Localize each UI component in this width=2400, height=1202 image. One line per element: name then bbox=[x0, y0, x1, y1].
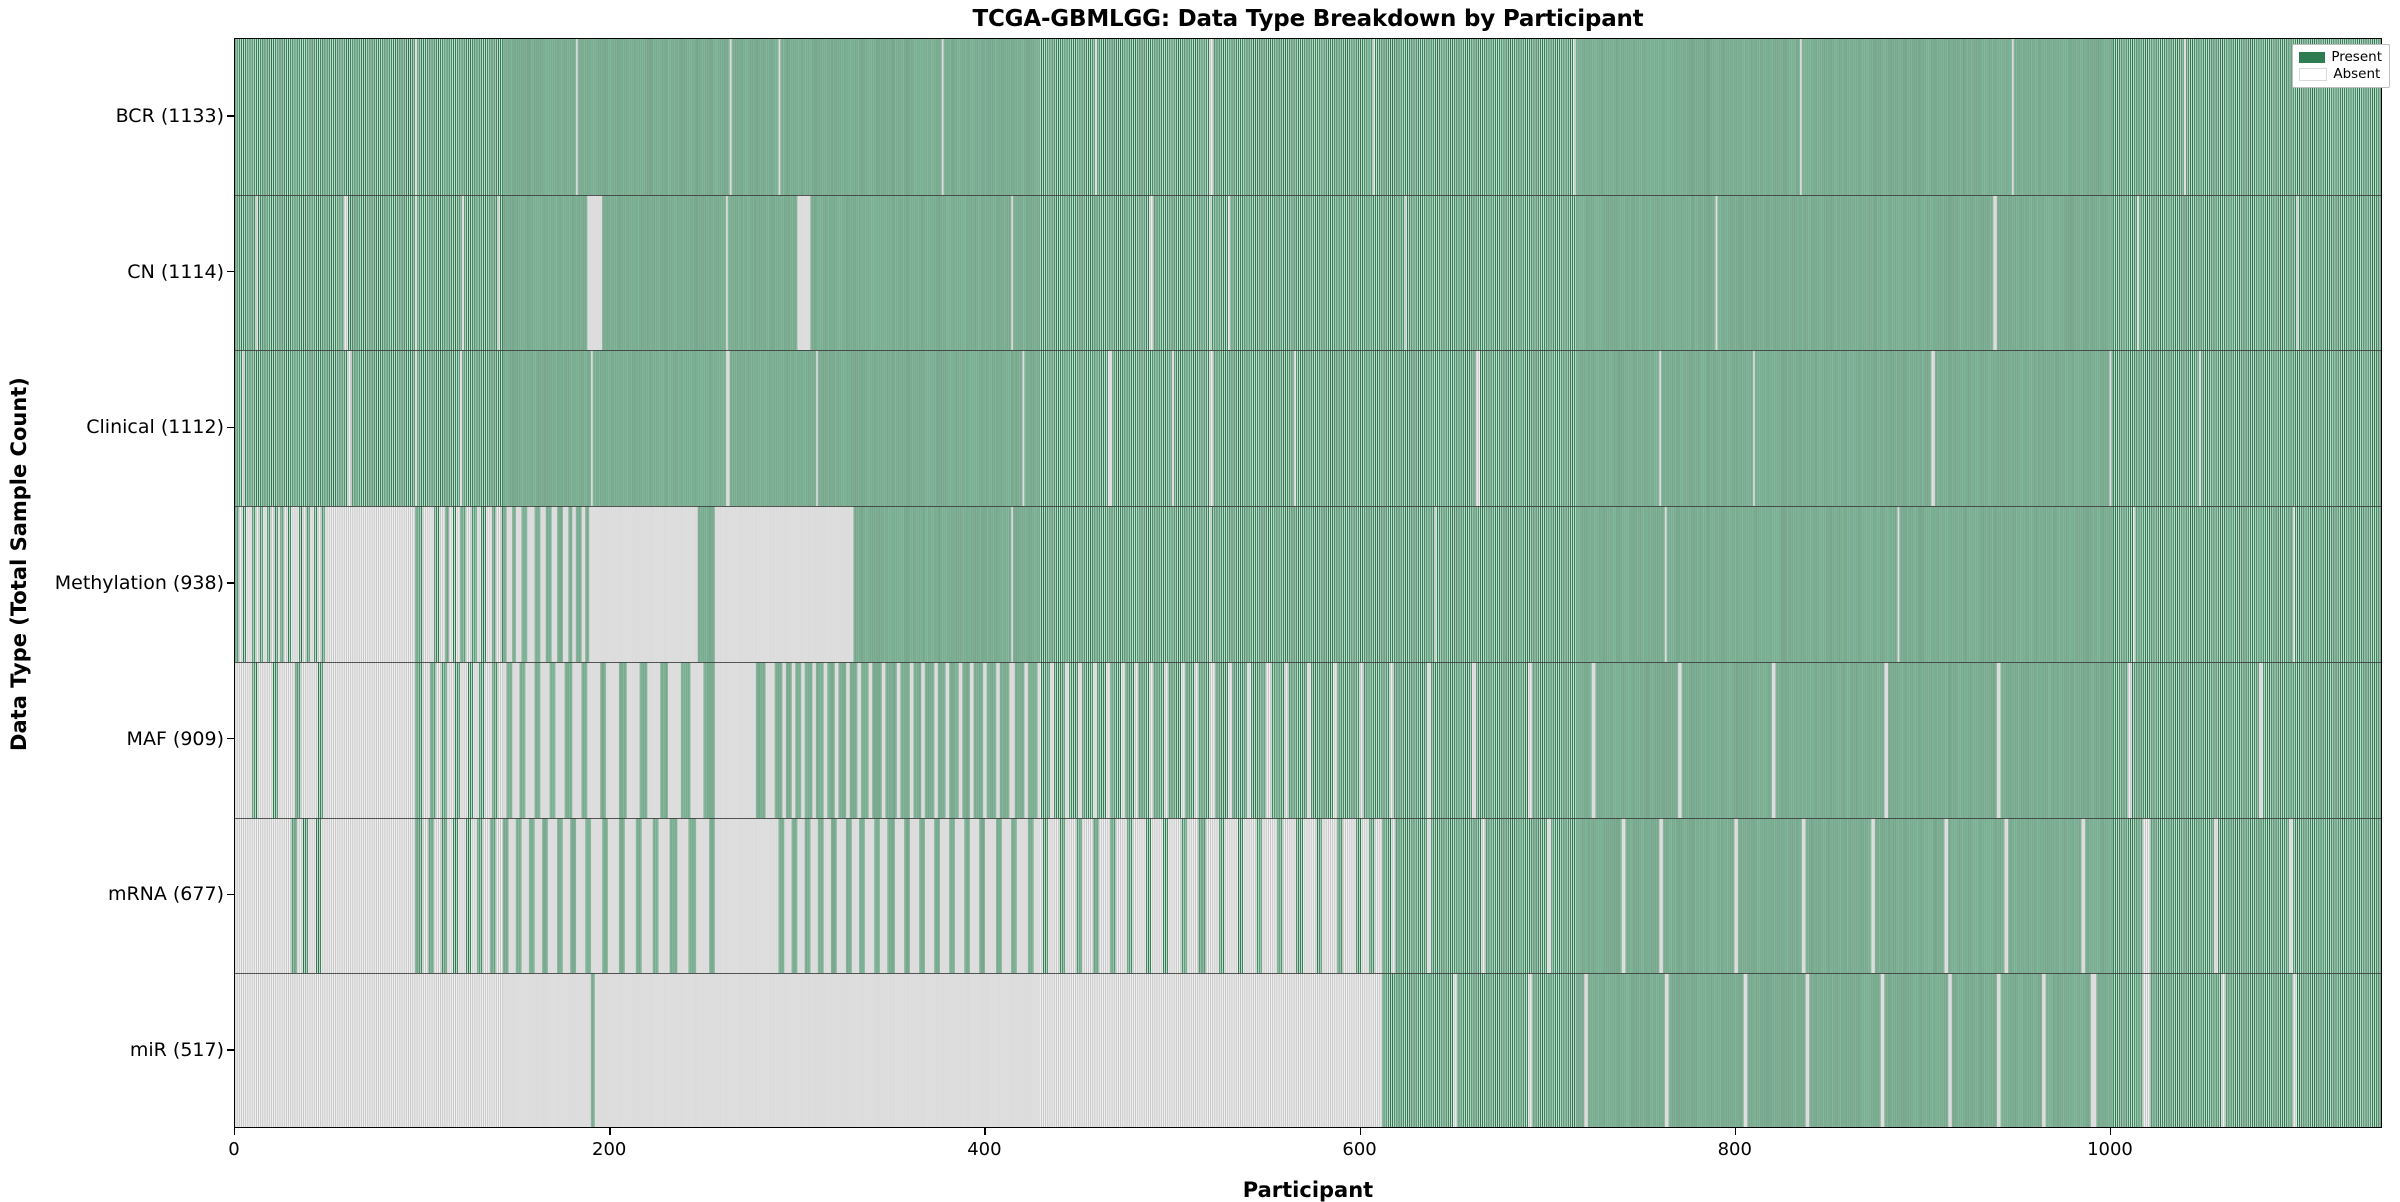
heatmap-plot-area[interactable] bbox=[234, 38, 2382, 1128]
chart-title: TCGA-GBMLGG: Data Type Breakdown by Part… bbox=[972, 6, 1644, 32]
y-axis-label: Data Type (Total Sample Count) bbox=[7, 377, 31, 751]
x-tick-mark bbox=[1359, 1128, 1361, 1135]
heatmap-row-cn[interactable] bbox=[235, 194, 2381, 351]
x-tick-label: 1000 bbox=[2087, 1139, 2133, 1160]
legend-item-absent[interactable]: Absent bbox=[2299, 66, 2382, 83]
y-tick-mark bbox=[227, 270, 234, 273]
heatmap-row-canvas bbox=[235, 39, 2381, 195]
x-tick-mark bbox=[609, 1128, 611, 1135]
x-tick-label: 200 bbox=[592, 1139, 627, 1160]
x-tick-label: 400 bbox=[967, 1139, 1002, 1160]
y-tick-label-clinical: Clinical (1112) bbox=[86, 416, 224, 439]
legend-item-present[interactable]: Present bbox=[2299, 49, 2382, 66]
row-separator bbox=[235, 817, 2381, 819]
legend-swatch-icon bbox=[2299, 52, 2326, 63]
y-tick-mark bbox=[227, 738, 234, 740]
y-tick-label-mrna: mRNA (677) bbox=[107, 883, 224, 906]
x-tick-mark bbox=[984, 1128, 986, 1135]
heatmap-row-canvas bbox=[235, 506, 2381, 662]
legend[interactable]: Present Absent bbox=[2292, 44, 2390, 88]
row-separator bbox=[235, 194, 2381, 196]
heatmap-row-mrna[interactable] bbox=[235, 817, 2381, 974]
heatmap-row-maf[interactable] bbox=[235, 661, 2381, 818]
x-tick-label: 0 bbox=[228, 1139, 240, 1160]
heatmap-row-canvas bbox=[235, 817, 2381, 974]
heatmap-row-canvas bbox=[235, 194, 2381, 351]
y-tick-mark bbox=[227, 1049, 234, 1051]
y-tick-mark bbox=[227, 582, 234, 584]
x-axis-label: Participant bbox=[1242, 1178, 1374, 1202]
heatmap-row-methylation[interactable] bbox=[235, 506, 2381, 662]
x-tick-mark bbox=[2109, 1128, 2112, 1135]
y-tick-label-bcr: BCR (1133) bbox=[115, 104, 224, 127]
x-tick-label: 800 bbox=[1717, 1139, 1752, 1160]
legend-label: Present bbox=[2331, 49, 2382, 66]
heatmap-row-bcr[interactable] bbox=[235, 39, 2381, 195]
y-tick-label-methylation: Methylation (938) bbox=[54, 572, 224, 594]
legend-swatch-icon bbox=[2299, 68, 2328, 81]
y-tick-mark bbox=[227, 115, 234, 117]
row-separator bbox=[235, 350, 2381, 352]
heatmap-row-canvas bbox=[235, 350, 2381, 507]
row-separator bbox=[235, 506, 2381, 508]
heatmap-row-canvas bbox=[235, 973, 2381, 1127]
legend-label: Absent bbox=[2333, 66, 2381, 83]
x-tick-mark bbox=[1734, 1128, 1737, 1135]
y-tick-label-maf: MAF (909) bbox=[126, 727, 224, 750]
y-tick-mark bbox=[227, 893, 234, 896]
row-separator bbox=[235, 661, 2381, 663]
x-tick-label: 600 bbox=[1342, 1139, 1377, 1160]
heatmap-row-canvas bbox=[235, 661, 2381, 818]
y-tick-mark bbox=[227, 426, 234, 428]
y-tick-label-cn: CN (1114) bbox=[127, 260, 224, 283]
y-tick-label-mir: miR (517) bbox=[129, 1039, 224, 1062]
heatmap-row-mir[interactable] bbox=[235, 973, 2381, 1127]
row-separator bbox=[235, 973, 2381, 975]
x-tick-mark bbox=[234, 1128, 236, 1135]
heatmap-row-clinical[interactable] bbox=[235, 350, 2381, 507]
